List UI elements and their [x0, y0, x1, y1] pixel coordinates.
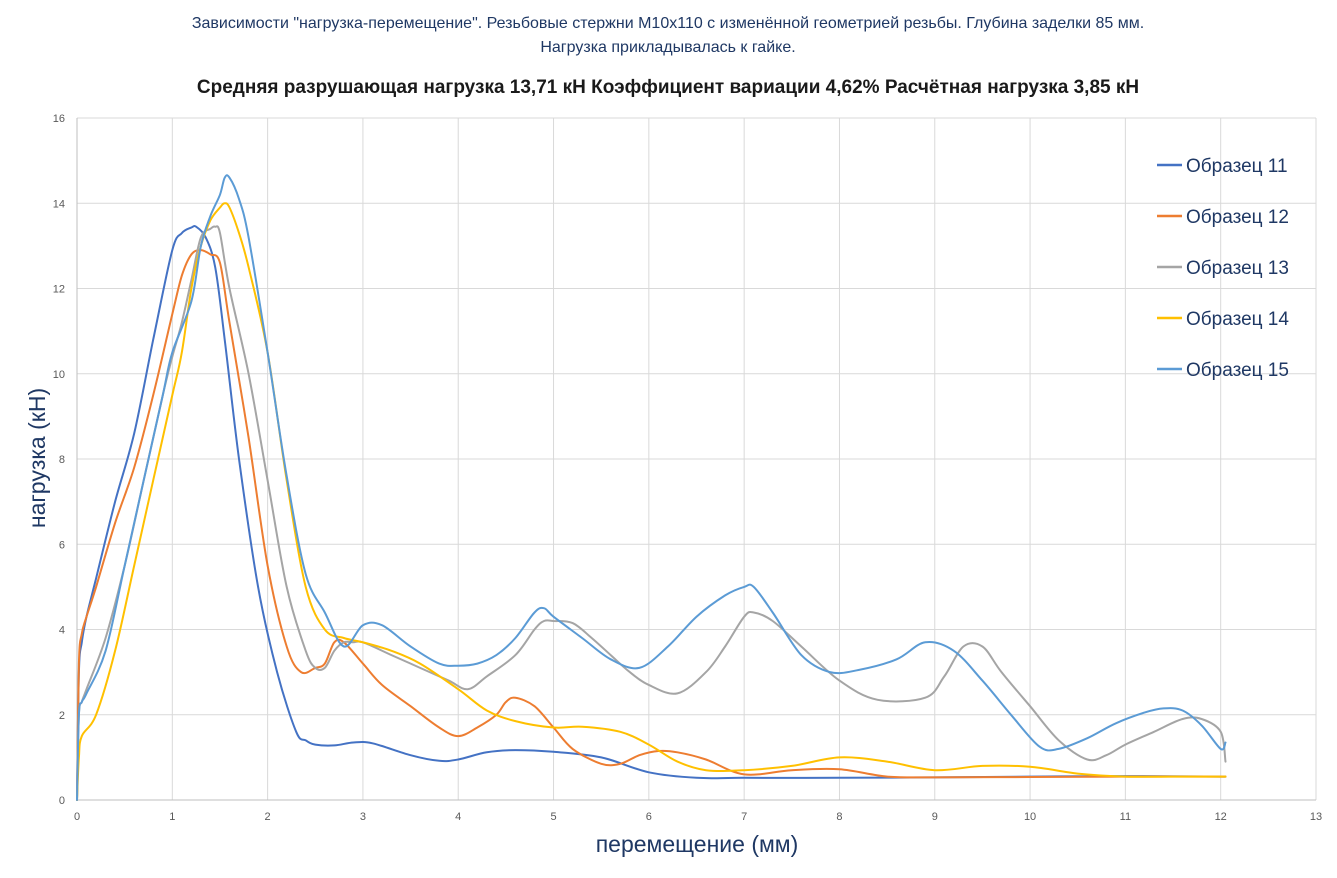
series-line-4	[76, 202, 1227, 801]
legend-label: Образец 13	[1186, 258, 1289, 279]
legend-label: Образец 11	[1186, 156, 1288, 177]
legend-label: Образец 14	[1186, 309, 1289, 330]
x-tick-label: 7	[741, 811, 747, 823]
y-tick-label: 2	[59, 710, 65, 722]
y-tick-label: 8	[59, 454, 65, 466]
y-tick-label: 4	[59, 625, 65, 637]
x-tick-label: 2	[265, 811, 271, 823]
series-line-3	[76, 225, 1227, 801]
x-tick-label: 12	[1215, 811, 1227, 823]
chart-subtitle: Средняя разрушающая нагрузка 13,71 кН Ко…	[197, 77, 1139, 98]
y-tick-label: 14	[53, 198, 65, 210]
x-tick-label: 5	[550, 811, 556, 823]
x-tick-label: 4	[455, 811, 461, 823]
x-tick-label: 1	[169, 811, 175, 823]
x-tick-label: 11	[1120, 811, 1131, 823]
x-axis-label: перемещение (мм)	[596, 831, 799, 857]
x-tick-label: 0	[74, 811, 80, 823]
x-tick-label: 9	[932, 811, 938, 823]
legend-label: Образец 15	[1186, 360, 1289, 381]
y-tick-label: 16	[53, 113, 65, 125]
x-tick-label: 8	[836, 811, 842, 823]
y-tick-label: 12	[53, 284, 65, 296]
series-line-1	[76, 224, 1227, 801]
chart-title-line2: Нагрузка прикладывалась к гайке.	[540, 39, 795, 56]
x-tick-label: 10	[1024, 811, 1036, 823]
y-tick-label: 0	[59, 795, 65, 807]
legend: Образец 11 Образец 12 Образец 13 Образец 14…	[1157, 156, 1289, 381]
chart-title-line1: Зависимости "нагрузка-перемещение". Резь…	[192, 15, 1144, 32]
legend-label: Образец 12	[1186, 207, 1289, 228]
x-tick-label: 6	[646, 811, 652, 823]
series-line-5	[76, 174, 1227, 801]
series-line-2	[76, 249, 1227, 801]
y-axis-label: нагрузка (кН)	[24, 388, 50, 528]
y-tick-label: 10	[53, 369, 65, 381]
x-tick-label: 3	[360, 811, 366, 823]
x-tick-label: 13	[1310, 811, 1322, 823]
y-tick-label: 6	[59, 539, 65, 551]
